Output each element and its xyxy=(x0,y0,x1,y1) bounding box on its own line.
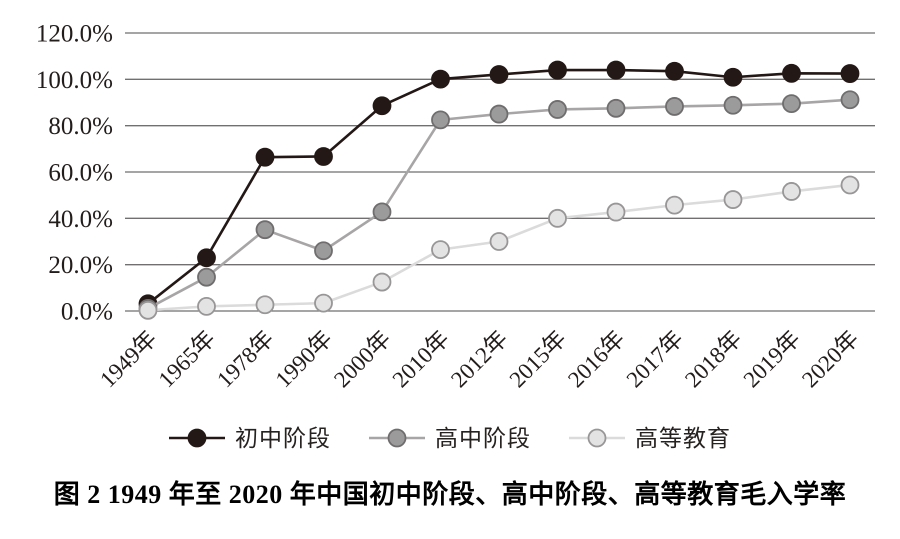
legend-item-junior-secondary: 初中阶段 xyxy=(169,427,331,450)
series-marker-junior-secondary xyxy=(782,63,801,83)
series-marker-junior-secondary xyxy=(197,248,216,268)
x-axis-tick-label: 2017年 xyxy=(622,326,688,392)
series-marker-junior-secondary xyxy=(665,61,684,81)
y-axis-tick-label: 120.0% xyxy=(36,21,113,48)
series-marker-senior-secondary xyxy=(197,267,216,287)
legend-line-marker-icon xyxy=(369,428,425,448)
series-marker-higher-education xyxy=(548,208,567,228)
x-axis-tick-labels: 1949年1965年1978年1990年2000年2010年2012年2015年… xyxy=(95,326,863,392)
x-axis-tick-label: 1949年 xyxy=(95,326,161,392)
line-chart-svg: 120.0% 100.0% 80.0% 60.0% 40.0% 20.0% 0.0%1949… xyxy=(36,21,875,392)
series-marker-senior-secondary xyxy=(840,90,860,110)
x-axis-tick-label: 2018年 xyxy=(680,326,746,392)
series-higher-education xyxy=(138,175,860,320)
y-axis-tick-label: 40.0% xyxy=(48,206,113,233)
x-axis-tick-label: 2020年 xyxy=(797,326,863,392)
series-marker-senior-secondary xyxy=(606,98,626,118)
x-axis-tick-label: 2012年 xyxy=(446,326,512,392)
series-marker-senior-secondary xyxy=(489,104,509,124)
series-marker-senior-secondary xyxy=(431,110,450,130)
series-marker-junior-secondary xyxy=(489,65,509,84)
gridlines xyxy=(125,32,875,312)
y-axis-tick-label: 20.0% xyxy=(48,252,113,279)
series-marker-senior-secondary xyxy=(548,100,567,119)
y-axis-tick-labels: 120.0% 100.0% 80.0% 60.0% 40.0% 20.0% 0.0% xyxy=(36,21,113,326)
legend-line-marker-icon xyxy=(169,428,225,448)
series-marker-higher-education xyxy=(197,296,216,316)
series-marker-junior-secondary xyxy=(431,69,450,89)
x-axis-tick-label: 1990年 xyxy=(271,326,337,392)
series-marker-junior-secondary xyxy=(723,67,743,87)
chart-legend: 初中阶段 高中阶段 高等教育 xyxy=(0,418,900,458)
series-marker-senior-secondary xyxy=(782,94,801,114)
legend-item-senior-secondary: 高中阶段 xyxy=(369,427,531,450)
legend-marker-icon-junior-secondary xyxy=(169,427,225,449)
series-marker-higher-education xyxy=(723,190,743,209)
y-axis-tick-label: 60.0% xyxy=(48,160,113,187)
series-marker-senior-secondary xyxy=(723,95,743,115)
legend-label: 高中阶段 xyxy=(435,425,531,451)
legend-label: 初中阶段 xyxy=(235,425,331,451)
series-junior-secondary xyxy=(138,60,860,314)
series-marker-higher-education xyxy=(489,232,509,251)
series-marker-higher-education xyxy=(431,240,450,260)
x-axis-tick-label: 2016年 xyxy=(563,326,629,392)
y-axis-tick-label: 0.0% xyxy=(61,299,113,326)
series-marker-higher-education xyxy=(782,182,801,201)
series-marker-higher-education xyxy=(255,295,275,315)
series-marker-senior-secondary xyxy=(665,97,684,116)
y-axis-tick-label: 80.0% xyxy=(48,113,113,140)
legend-label: 高等教育 xyxy=(635,425,731,451)
x-axis-tick-label: 2019年 xyxy=(739,326,805,392)
series-marker-junior-secondary xyxy=(372,96,392,116)
legend-marker-icon-senior-secondary xyxy=(369,427,425,449)
legend-item-higher-education: 高等教育 xyxy=(569,427,731,450)
x-axis-tick-label: 2010年 xyxy=(388,326,454,392)
series-line-senior-secondary xyxy=(147,98,851,310)
x-axis-tick-label: 2000年 xyxy=(329,326,395,392)
series-marker-higher-education xyxy=(665,195,684,215)
series-marker-junior-secondary xyxy=(314,147,333,166)
series-marker-higher-education xyxy=(314,293,333,313)
y-axis-tick-label: 100.0% xyxy=(36,67,113,94)
series-marker-higher-education xyxy=(606,202,626,222)
series-marker-higher-education xyxy=(138,300,158,320)
series-marker-senior-secondary xyxy=(255,220,275,240)
series-marker-higher-education xyxy=(840,175,860,195)
x-axis-tick-label: 1965年 xyxy=(154,326,220,392)
x-axis-tick-label: 1978年 xyxy=(212,326,278,392)
series-marker-higher-education xyxy=(372,272,392,292)
figure-caption: 图 2 1949 年至 2020 年中国初中阶段、高中阶段、高等教育毛入学率 xyxy=(53,480,847,509)
series-marker-junior-secondary xyxy=(548,60,567,80)
series-marker-senior-secondary xyxy=(314,241,333,261)
legend-marker-icon-higher-education xyxy=(569,427,625,449)
series-marker-junior-secondary xyxy=(840,64,860,83)
series-marker-senior-secondary xyxy=(372,202,392,222)
series-marker-junior-secondary xyxy=(606,60,626,80)
x-axis-tick-label: 2015年 xyxy=(505,326,571,392)
series-marker-junior-secondary xyxy=(255,147,275,167)
legend-line-marker-icon xyxy=(569,428,625,448)
